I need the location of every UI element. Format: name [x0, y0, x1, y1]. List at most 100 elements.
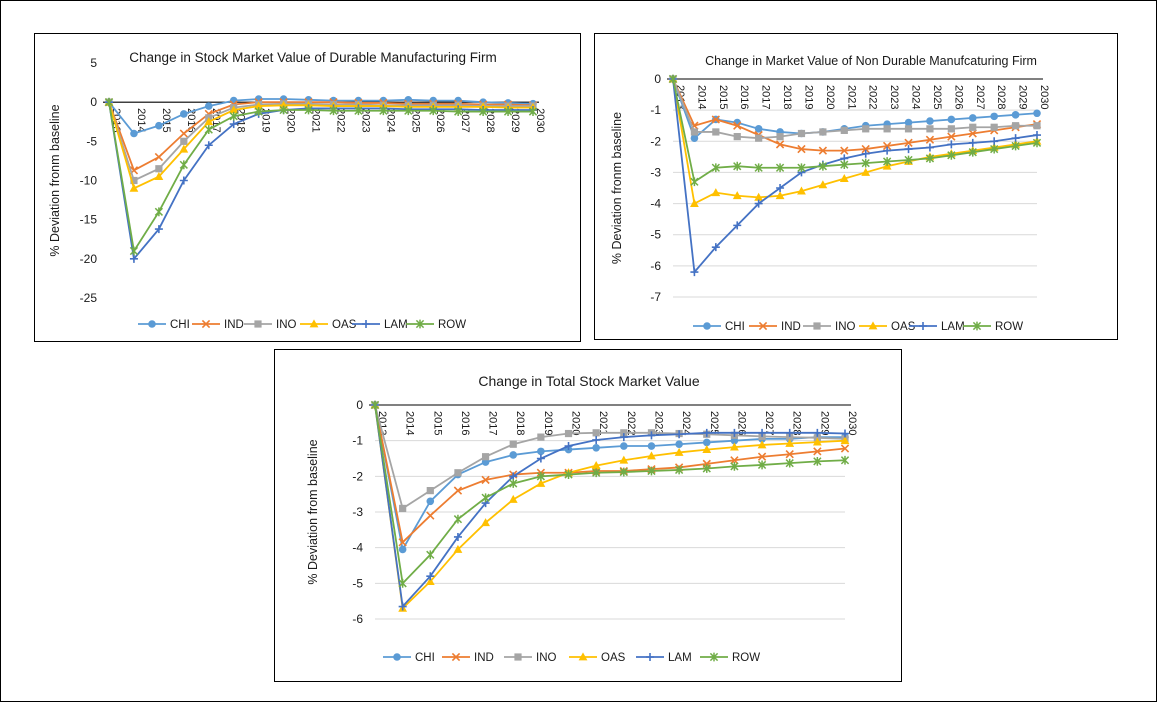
data-point	[730, 456, 739, 465]
data-point	[861, 149, 870, 158]
data-point	[304, 105, 313, 115]
data-point	[840, 444, 850, 453]
data-point	[813, 447, 822, 456]
data-point	[204, 141, 213, 150]
data-point	[755, 134, 763, 142]
data-point	[818, 161, 828, 171]
data-point	[279, 105, 288, 115]
series-lam	[371, 401, 849, 611]
legend-label: LAM	[384, 319, 408, 331]
legend-item-lam: LAM	[909, 321, 965, 333]
data-point	[647, 431, 656, 440]
data-point	[204, 125, 213, 134]
data-point	[453, 532, 462, 541]
data-point	[668, 74, 678, 84]
data-point	[329, 106, 338, 116]
legend-marker	[362, 320, 370, 328]
data-point	[1032, 138, 1042, 148]
data-point	[702, 428, 711, 437]
x-tick-label: 2029	[1017, 85, 1029, 109]
legend-marker	[703, 322, 711, 330]
legend-item-ino: INO	[803, 321, 856, 333]
x-tick-label: 2026	[735, 411, 747, 435]
data-point	[675, 430, 684, 439]
data-point	[154, 225, 163, 234]
data-point	[564, 442, 573, 451]
data-point	[154, 207, 164, 217]
data-point	[426, 572, 435, 581]
y-tick-label: -2	[650, 134, 661, 148]
y-axis-label: % Deviation fronm baseline	[610, 112, 624, 264]
data-point	[904, 155, 913, 165]
legend-marker	[972, 321, 982, 331]
y-tick-label: -5	[650, 228, 661, 242]
data-point	[840, 455, 850, 465]
data-point	[398, 538, 407, 547]
data-point	[429, 106, 438, 116]
legend-label: ROW	[732, 652, 760, 664]
data-point	[926, 117, 934, 125]
x-tick-label: 2028	[484, 108, 496, 132]
data-point	[904, 125, 913, 133]
series-row	[668, 74, 1042, 187]
data-point	[882, 157, 892, 166]
x-tick-label: 2022	[334, 108, 346, 132]
data-point	[757, 452, 767, 461]
data-point	[968, 138, 977, 147]
data-point	[398, 578, 407, 588]
data-point	[947, 115, 956, 124]
series-line-row	[374, 404, 846, 586]
data-point	[229, 105, 239, 114]
legend-item-ind: IND	[442, 652, 494, 664]
data-point	[398, 545, 407, 554]
data-point	[454, 107, 463, 116]
legend-item-oas: OAS	[859, 321, 916, 333]
data-point	[537, 447, 545, 456]
legend: CHI IND INO OAS LAM ROW	[693, 321, 1023, 333]
legend-label: IND	[224, 319, 244, 331]
x-tick-label: 2024	[910, 85, 922, 109]
data-point	[711, 163, 720, 173]
durable-manufacturing-chart: Change in Stock Market Value of Durable …	[48, 50, 546, 331]
data-point	[841, 429, 849, 438]
data-point	[925, 154, 935, 163]
data-point	[730, 442, 739, 451]
x-tick-label: 2028	[791, 411, 803, 435]
data-point	[130, 176, 138, 185]
data-point	[840, 160, 849, 170]
x-tick-label: 2014	[695, 85, 707, 109]
legend-label: OAS	[332, 319, 357, 331]
data-point	[785, 458, 794, 468]
data-point	[180, 110, 188, 118]
data-point	[968, 129, 977, 138]
data-point	[925, 135, 935, 144]
y-tick-label: -5	[86, 134, 97, 148]
legend-marker	[646, 653, 654, 661]
legend-label: OAS	[891, 321, 916, 333]
data-point	[754, 125, 763, 133]
legend-item-oas: OAS	[300, 319, 357, 331]
series-line-lam	[374, 404, 846, 609]
data-point	[947, 140, 956, 149]
data-point	[379, 106, 388, 116]
data-point	[229, 111, 238, 121]
data-point	[690, 198, 699, 207]
data-point	[733, 121, 742, 130]
x-tick-label: 2023	[359, 108, 371, 132]
data-point	[818, 180, 828, 189]
x-tick-label: 2020	[824, 85, 836, 109]
x-tick-label: 2015	[431, 411, 443, 435]
data-point	[620, 442, 628, 450]
series-line-row	[108, 102, 533, 254]
series-line-ino	[108, 101, 533, 182]
x-tick-label: 2018	[781, 85, 793, 109]
data-point	[733, 161, 742, 171]
legend-marker	[393, 653, 401, 661]
data-point	[453, 514, 463, 524]
data-point	[674, 447, 684, 456]
legend-marker	[451, 652, 461, 662]
y-tick-label: -4	[352, 541, 363, 555]
data-point	[254, 101, 264, 110]
data-point	[129, 254, 138, 263]
